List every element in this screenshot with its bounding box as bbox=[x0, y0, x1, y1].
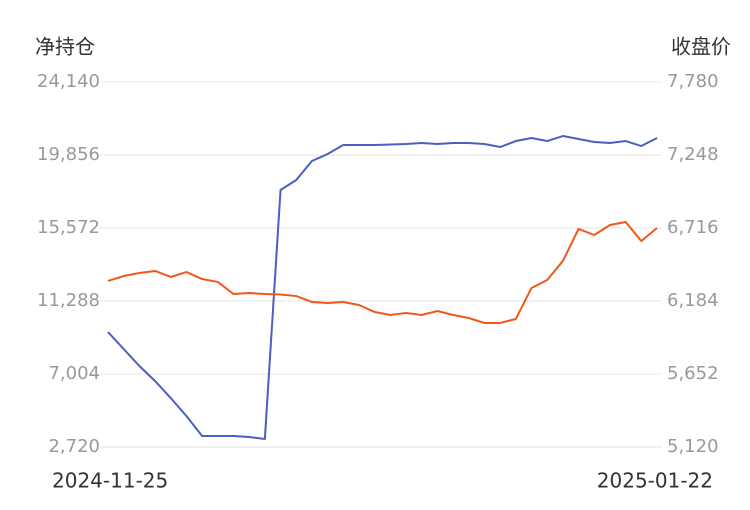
y2-tick-label: 5,120 bbox=[667, 436, 719, 457]
x-tick-label: 2025-01-22 bbox=[597, 469, 713, 493]
series-line bbox=[107, 220, 658, 324]
y-tick-label: 19,856 bbox=[37, 144, 100, 165]
y2-tick-label: 6,184 bbox=[667, 290, 719, 311]
y-tick-label: 24,140 bbox=[37, 71, 100, 92]
y2-tick-label: 7,780 bbox=[667, 71, 719, 92]
y2-tick-label: 6,716 bbox=[667, 217, 719, 238]
series-line bbox=[107, 135, 658, 441]
y2-tick-label: 7,248 bbox=[667, 144, 719, 165]
y-axis-title: 净持仓 bbox=[35, 35, 95, 59]
y-tick-label: 2,720 bbox=[48, 436, 100, 457]
y-tick-label: 11,288 bbox=[37, 290, 100, 311]
y2-axis-title: 收盘价 bbox=[671, 35, 731, 59]
x-tick-label: 2024-11-25 bbox=[52, 469, 168, 493]
y-tick-label: 7,004 bbox=[48, 363, 100, 384]
y2-tick-label: 5,652 bbox=[667, 363, 719, 384]
y-tick-label: 15,572 bbox=[37, 217, 100, 238]
